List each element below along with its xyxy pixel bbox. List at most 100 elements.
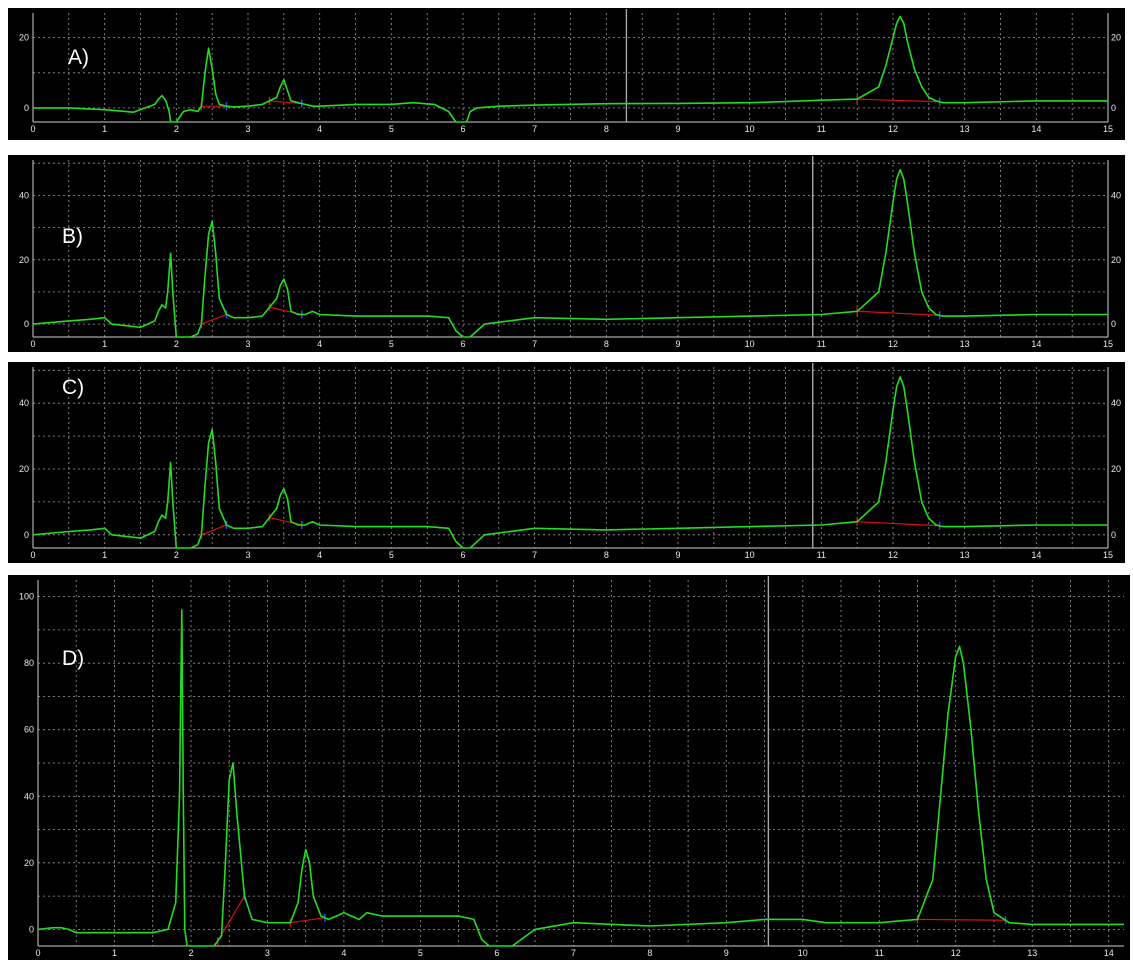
x-tick-label: 6	[494, 948, 499, 958]
integration-baseline	[201, 524, 227, 536]
signal-trace	[33, 15, 1108, 123]
x-tick-label: 10	[745, 124, 755, 134]
x-tick-label: 10	[798, 948, 808, 958]
x-tick-label: 4	[317, 124, 322, 134]
y-tick-label: 0	[24, 319, 29, 329]
x-tick-label: 7	[532, 550, 537, 560]
x-tick-label: 2	[174, 550, 179, 560]
x-tick-label: 9	[724, 948, 729, 958]
y-tick-label-right: 20	[1111, 33, 1121, 43]
y-tick-label-right: 0	[1111, 319, 1116, 329]
y-tick-label-right: 0	[1111, 103, 1116, 113]
x-tick-label: 14	[1104, 948, 1114, 958]
integration-baseline	[269, 100, 302, 105]
y-tick-label: 20	[19, 33, 29, 43]
x-tick-label: 1	[102, 550, 107, 560]
y-tick-label: 20	[19, 255, 29, 265]
x-tick-label: 0	[30, 550, 35, 560]
x-tick-label: 12	[951, 948, 961, 958]
y-tick-label: 0	[24, 530, 29, 540]
x-tick-label: 8	[647, 948, 652, 958]
x-tick-label: 12	[888, 550, 898, 560]
x-tick-label: 2	[174, 124, 179, 134]
x-tick-label: 14	[1031, 550, 1041, 560]
x-tick-label: 9	[675, 550, 680, 560]
signal-trace	[37, 609, 1124, 947]
x-tick-label: 7	[571, 948, 576, 958]
x-tick-label: 10	[745, 339, 755, 349]
y-tick-label: 0	[24, 103, 29, 113]
x-tick-label: 13	[960, 339, 970, 349]
x-tick-label: 5	[389, 339, 394, 349]
integration-baseline	[917, 918, 1006, 921]
x-tick-label: 15	[1103, 124, 1113, 134]
x-tick-label: 15	[1103, 550, 1113, 560]
chromatogram-panel-1: 0 1 2 3 4 5 6 7 8 9 10 11 12 13 14 150 020 20A)	[8, 8, 1125, 140]
x-tick-label: 14	[1031, 339, 1041, 349]
integration-baseline	[857, 521, 940, 527]
y-tick-label: 100	[19, 592, 34, 602]
y-tick-label: 40	[19, 398, 29, 408]
x-tick-label: 13	[960, 550, 970, 560]
x-tick-label: 6	[460, 339, 465, 349]
x-tick-label: 5	[389, 550, 394, 560]
panel-label: D)	[62, 647, 84, 670]
y-tick-label: 20	[19, 464, 29, 474]
x-tick-label: 0	[30, 339, 35, 349]
x-tick-label: 0	[35, 948, 40, 958]
x-tick-label: 0	[30, 124, 35, 134]
x-tick-label: 5	[389, 124, 394, 134]
x-tick-label: 3	[245, 124, 250, 134]
x-tick-label: 12	[888, 124, 898, 134]
x-tick-label: 7	[532, 339, 537, 349]
x-tick-label: 1	[102, 124, 107, 134]
x-tick-label: 3	[245, 550, 250, 560]
y-tick-label: 40	[19, 190, 29, 200]
x-tick-label: 12	[888, 339, 898, 349]
x-tick-label: 11	[875, 948, 884, 958]
x-tick-label: 7	[532, 124, 537, 134]
x-tick-label: 1	[102, 339, 107, 349]
y-tick-label: 80	[24, 658, 34, 668]
x-tick-label: 2	[174, 339, 179, 349]
x-tick-label: 11	[817, 550, 826, 560]
x-tick-label: 4	[341, 948, 346, 958]
x-tick-label: 13	[960, 124, 970, 134]
x-tick-label: 8	[604, 339, 609, 349]
integration-baseline	[857, 310, 940, 316]
x-tick-label: 2	[188, 948, 193, 958]
panel-label: C)	[62, 376, 84, 399]
integration-baseline	[290, 917, 325, 924]
x-tick-label: 3	[265, 948, 270, 958]
x-tick-label: 9	[675, 339, 680, 349]
integration-baseline	[857, 98, 940, 103]
y-tick-label-right: 40	[1111, 190, 1121, 200]
x-tick-label: 13	[1027, 948, 1037, 958]
x-tick-label: 3	[245, 339, 250, 349]
y-tick-label: 20	[24, 858, 34, 868]
x-tick-label: 5	[418, 948, 423, 958]
y-tick-label-right: 20	[1111, 255, 1121, 265]
panel-label: B)	[62, 225, 83, 248]
y-tick-label-right: 0	[1111, 530, 1116, 540]
signal-trace	[32, 376, 1108, 549]
x-tick-label: 14	[1031, 124, 1041, 134]
x-tick-label: 10	[745, 550, 755, 560]
y-tick-label: 40	[24, 791, 34, 801]
signal-trace	[32, 168, 1108, 338]
panel-label: A)	[68, 46, 89, 69]
y-tick-label: 0	[29, 924, 34, 934]
x-tick-label: 4	[317, 339, 322, 349]
y-tick-label: 60	[24, 725, 34, 735]
x-tick-label: 8	[604, 550, 609, 560]
x-tick-label: 6	[460, 124, 465, 134]
x-tick-label: 9	[675, 124, 680, 134]
x-tick-label: 11	[817, 339, 826, 349]
x-tick-label: 15	[1103, 339, 1113, 349]
x-tick-label: 4	[317, 550, 322, 560]
panel-background	[8, 8, 1125, 140]
